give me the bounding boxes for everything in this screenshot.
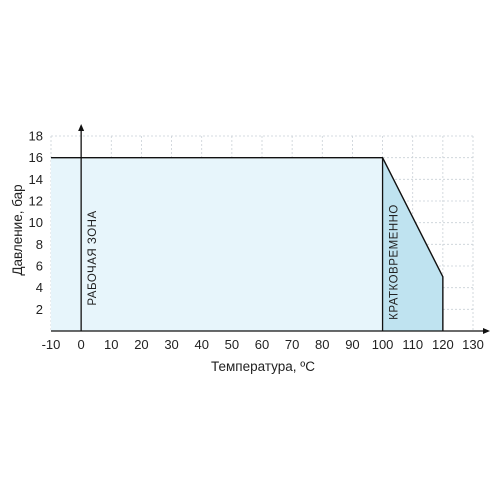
y-axis-title: Давление, бар: [10, 184, 25, 275]
x-tick-label: 50: [225, 337, 239, 352]
x-tick-label: 60: [255, 337, 269, 352]
x-tick-label: 100: [372, 337, 394, 352]
x-tick-label: 10: [104, 337, 118, 352]
y-tick-label: 6: [36, 259, 43, 274]
working-zone-label: РАБОЧАЯ ЗОНА: [87, 210, 99, 305]
region-short-term: [382, 157, 443, 331]
pressure-limit-line: [51, 156, 444, 331]
short-term-label: КРАТКОВРЕМЕННО: [389, 204, 401, 320]
y-tick-label: 18: [29, 129, 43, 144]
x-tick-label: 40: [194, 337, 208, 352]
x-tick-label: 130: [462, 337, 484, 352]
x-axis-title: Температура, ºC: [211, 359, 315, 374]
x-tick-label: 90: [345, 337, 359, 352]
x-tick-label: 80: [315, 337, 329, 352]
x-tick-label: 20: [134, 337, 148, 352]
region-labels: РАБОЧАЯ ЗОНА КРАТКОВРЕМЕННО: [87, 204, 400, 320]
y-tick-label: 10: [29, 215, 43, 230]
x-tick-label: -10: [42, 337, 61, 352]
y-tick-label: 2: [36, 302, 43, 317]
x-tick-label: 110: [402, 337, 423, 352]
x-tick-label: 30: [164, 337, 178, 352]
x-tick-label: 70: [285, 337, 299, 352]
regions: [51, 157, 443, 331]
tick-labels: -10 0 10 20 30 40 50 60 70 80 90 100 110 120 130 2 4 6 8 10…: [29, 129, 484, 353]
y-tick-label: 12: [29, 194, 43, 209]
x-tick-label: 0: [78, 337, 85, 352]
x-tick-label: 120: [432, 337, 454, 352]
y-axis-arrow: [78, 124, 85, 131]
axes: [51, 124, 490, 334]
x-axis-arrow: [483, 328, 490, 334]
y-tick-label: 4: [36, 280, 43, 295]
series: [51, 156, 444, 331]
region-working-zone: [51, 157, 383, 331]
y-tick-label: 14: [29, 172, 43, 187]
y-tick-label: 8: [36, 237, 43, 252]
y-tick-label: 16: [29, 150, 43, 165]
